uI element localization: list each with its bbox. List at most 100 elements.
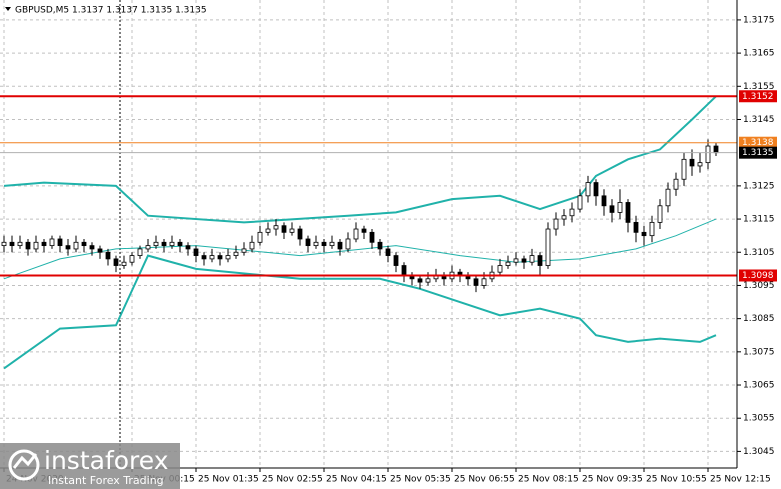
candle-body [241,248,247,253]
y-tick-label: 1.3145 [743,115,775,125]
y-tick-label: 1.3045 [743,447,775,457]
candle-body [73,241,79,250]
y-tick-label: 1.3125 [743,181,775,191]
candle-body [297,228,303,240]
candle-body [401,265,407,276]
candle-body [577,195,583,210]
y-tick-label: 1.3175 [743,15,775,25]
y-tick-label: 1.3105 [743,248,775,258]
candle-body [49,238,55,247]
candle-body [17,241,23,247]
x-tick-label: 25 Nov 01:35 [198,475,259,485]
candle-body [585,182,591,197]
candle-body [505,261,511,266]
candle-body [57,238,63,247]
candle-body [105,251,111,260]
logo-icon [8,449,40,481]
candle-body [1,241,7,247]
y-tick-label: 1.3155 [743,82,775,92]
candle-body [569,208,575,217]
candle-body [385,248,391,256]
candle-body [145,245,151,250]
candle-body [481,278,487,286]
candle-body [713,145,719,154]
candle-body [521,258,527,263]
candle-body [225,255,231,260]
candle-body [41,241,47,247]
x-tick-label: 25 Nov 05:35 [390,475,451,485]
x-tick-label: 25 Nov 10:55 [646,475,707,485]
candle-body [321,241,327,247]
candle-body [81,241,87,247]
candle-body [233,251,239,256]
candle-body [289,228,295,233]
candle-body [609,205,615,213]
candle-body [593,182,599,197]
candle-body [185,245,191,250]
y-tick-label: 1.3085 [743,314,775,324]
candle-body [705,145,711,164]
logo-name: instaforex [44,446,169,475]
candle-body [281,225,287,233]
candle-body [361,228,367,233]
candle-body [393,255,399,266]
price-label: 1.3138 [742,138,774,148]
candle-body [217,255,223,260]
candle-body [625,202,631,223]
candle-body [33,241,39,250]
candle-body [97,248,103,253]
price-label-box [739,136,777,149]
x-tick-label: 25 Nov 09:35 [582,475,643,485]
candle-body [697,162,703,167]
candle-body [657,205,663,223]
plot [0,95,737,370]
candle-body [329,241,335,247]
candle-body [25,241,31,250]
candle-body [353,228,359,240]
price-label-box [739,269,777,282]
axes: 1.3175 1.3165 1.3155 1.3145 1.3125 1.3115 1.31… [3,15,777,485]
grid [0,0,737,468]
candle-body [425,278,431,283]
logo: instaforex Instant Forex Trading [0,443,180,489]
price-label-box [739,146,777,159]
candle-body [153,241,159,247]
candle-body [121,261,127,266]
candle-body [369,231,375,243]
symbol-menu-arrow[interactable] [5,7,11,11]
y-tick-label: 1.3165 [743,49,775,59]
candle-body [497,265,503,273]
candle-body [673,178,679,190]
chart-title: GBPUSD,M5 1.3137 1.3137 1.3135 1.3135 [15,6,207,16]
candle-body [689,158,695,167]
candle-body [513,258,519,263]
logo-background [0,443,180,489]
candle-body [377,241,383,250]
candle-body [257,231,263,243]
candle-body [201,255,207,260]
x-tick-label: 25 Nov 12:15 [710,475,771,485]
candle-body [665,188,671,207]
logo-icon-arrow [12,453,38,469]
candle-body [161,241,167,247]
logo-tagline: Instant Forex Trading [48,474,164,487]
candle-body [65,245,71,250]
candle-body [545,228,551,266]
candle-body [473,278,479,286]
bollinger-band [3,254,717,370]
candle-body [89,245,95,250]
candle-body [345,238,351,250]
candle-body [169,241,175,247]
candle-body [649,221,655,237]
candle-body [617,202,623,213]
candle-body [641,231,647,237]
candle-body [681,158,687,180]
candle-body [417,278,423,283]
candle-body [129,255,135,263]
y-tick-label: 1.3095 [743,281,775,291]
price-label: 1.3098 [742,271,774,281]
candle-body [193,248,199,256]
candle-body [9,241,15,247]
